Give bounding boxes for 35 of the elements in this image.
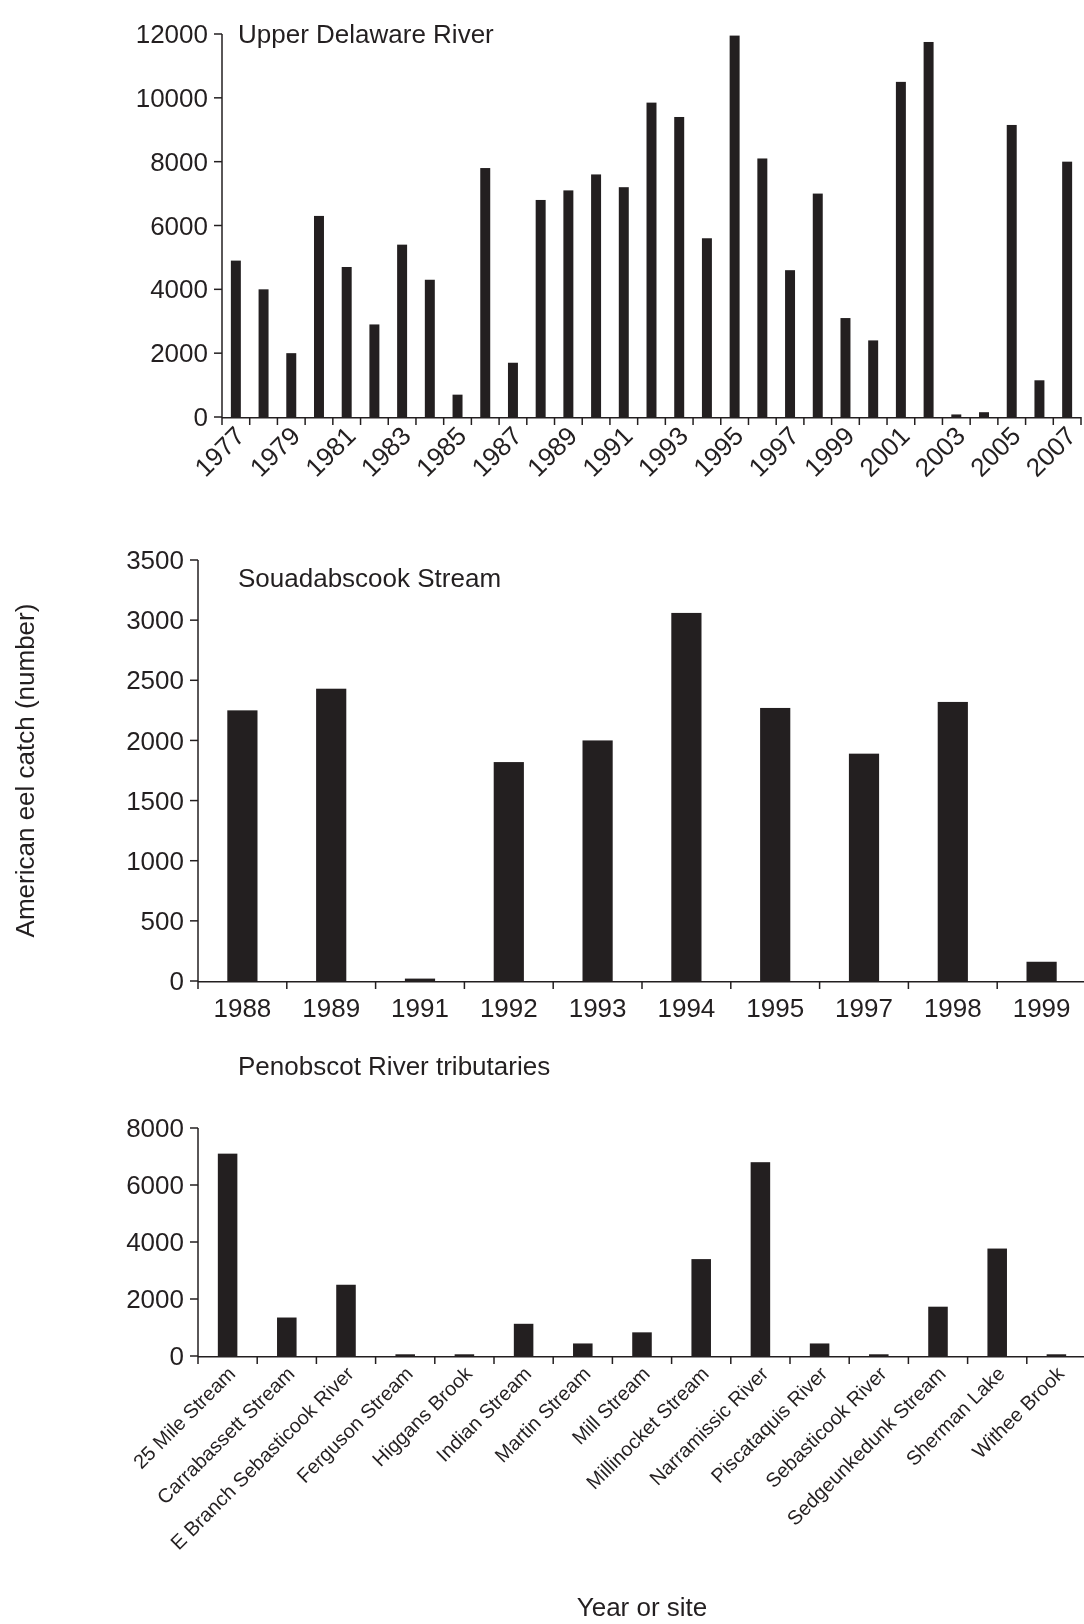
- chart-title: Penobscot River tributaries: [238, 1051, 551, 1082]
- x-tick-label: 1997: [835, 993, 893, 1023]
- y-tick-label: 2000: [150, 338, 208, 369]
- y-tick-label: 12000: [135, 19, 208, 50]
- x-tick-label: 1995: [746, 993, 805, 1023]
- y-tick-label: 1500: [126, 785, 184, 816]
- y-tick-label: 3000: [126, 605, 184, 636]
- y-tick-label: 0: [169, 1341, 184, 1372]
- x-tick-label: 1989: [302, 993, 361, 1023]
- x-tick-label: 1991: [391, 993, 449, 1023]
- x-tick-label: 1988: [213, 993, 272, 1023]
- y-tick-label: 4000: [126, 1227, 184, 1258]
- x-tick-label: 1994: [657, 993, 716, 1023]
- y-tick-label: 10000: [135, 82, 208, 113]
- y-tick-label: 2000: [126, 725, 184, 756]
- chart-title: Upper Delaware River: [238, 19, 495, 50]
- x-axis-title: Year or site: [576, 1592, 708, 1622]
- y-tick-label: 6000: [150, 210, 208, 241]
- y-tick-label: 8000: [126, 1113, 184, 1144]
- x-tick-label: 1999: [1012, 993, 1071, 1023]
- y-tick-label: 6000: [126, 1170, 184, 1201]
- y-axis-title: American eel catch (number): [10, 603, 40, 938]
- y-tick-label: 0: [193, 402, 208, 433]
- y-tick-label: 1000: [126, 845, 184, 876]
- x-tick-label: 1993: [568, 993, 627, 1023]
- x-tick-label: 1992: [479, 993, 538, 1023]
- chart-title: Souadabscook Stream: [238, 563, 502, 594]
- y-tick-label: 8000: [150, 146, 208, 177]
- y-tick-label: 2500: [126, 665, 184, 696]
- x-tick-label: 1998: [923, 993, 982, 1023]
- y-tick-label: 500: [140, 905, 184, 936]
- y-tick-label: 3500: [126, 545, 184, 576]
- y-tick-label: 2000: [126, 1284, 184, 1315]
- y-tick-label: 4000: [150, 274, 208, 305]
- y-tick-label: 0: [169, 966, 184, 997]
